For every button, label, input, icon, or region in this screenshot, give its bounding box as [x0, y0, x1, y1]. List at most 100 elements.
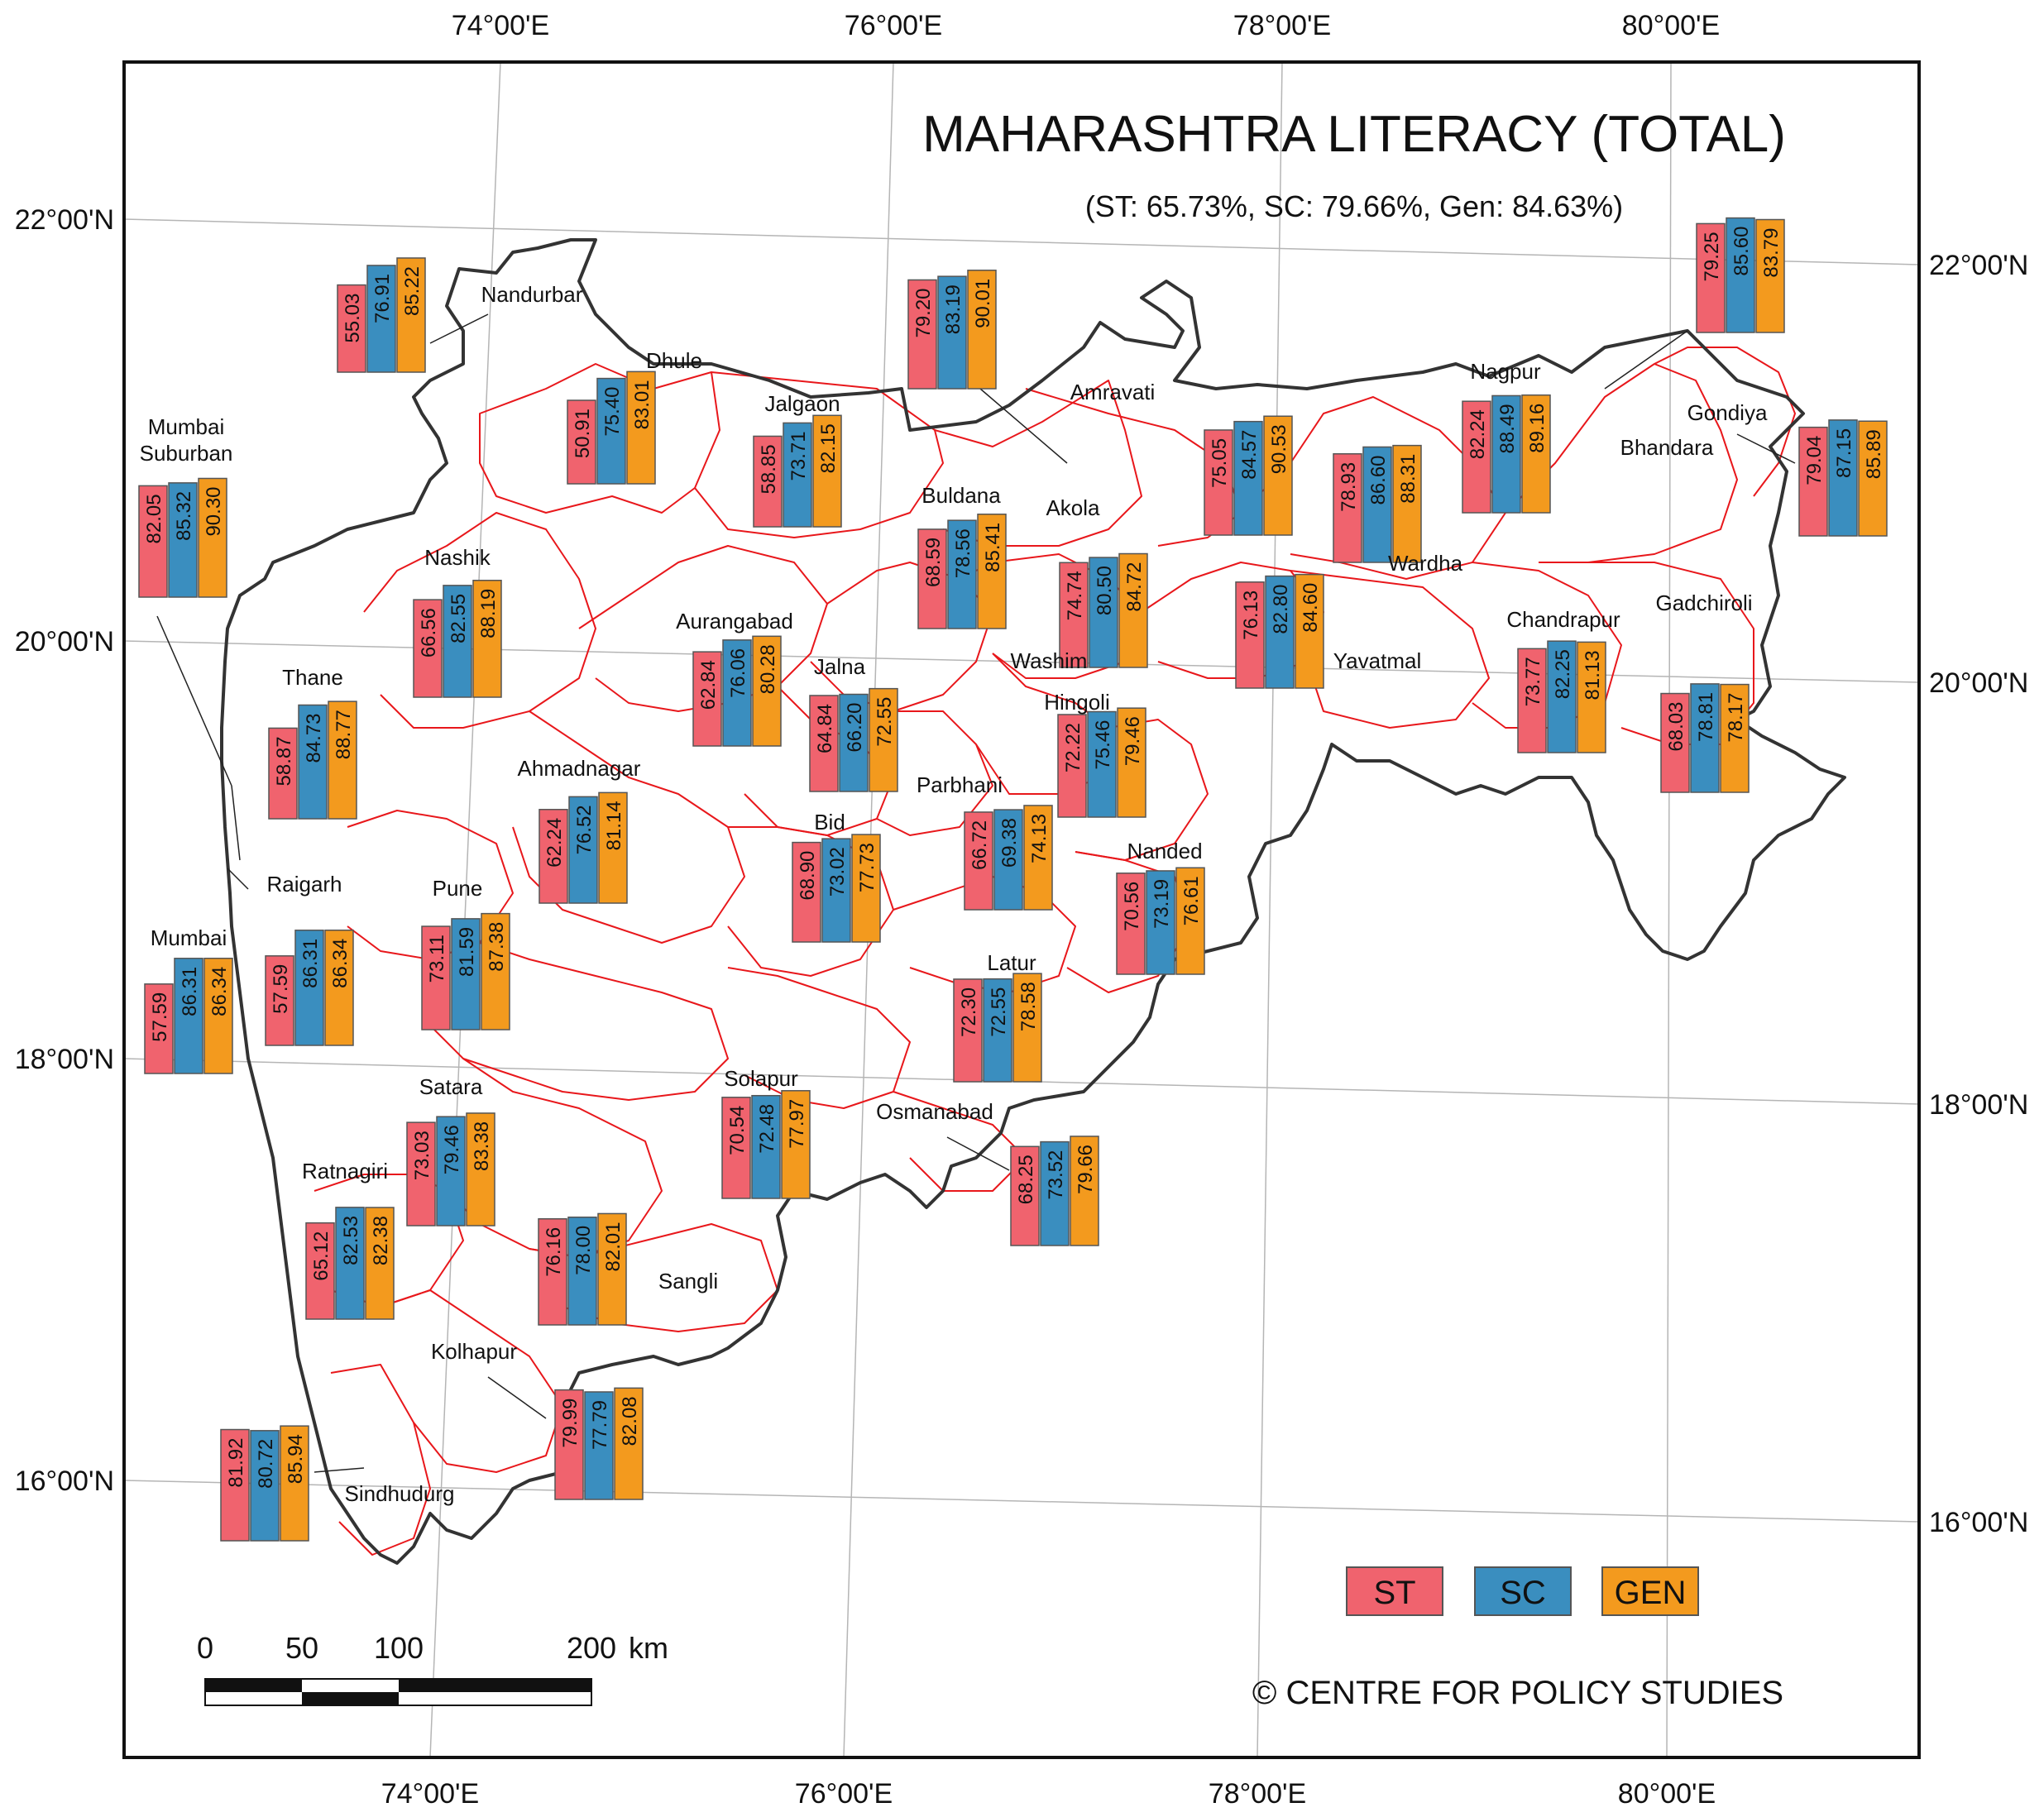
bar-value-mumbai-st: 57.59	[149, 992, 171, 1042]
bottom-lon-label-78: 78°00'E	[1209, 1778, 1306, 1810]
map-subtitle: (ST: 65.73%, SC: 79.66%, Gen: 84.63%)	[1085, 189, 1623, 223]
bar-value-akola-st: 75.05	[1209, 438, 1231, 488]
bar-value-nagpur-st: 82.24	[1467, 409, 1489, 459]
bar-satara-sc	[436, 1116, 466, 1226]
bar-value-bhandara-gen: 83.79	[1760, 228, 1783, 278]
bar-value-nandurbar-sc: 76.91	[371, 274, 394, 323]
bar-value-gadchiroli-st: 68.03	[1665, 702, 1687, 752]
bottom-lon-label-74: 74°00'E	[381, 1778, 479, 1810]
district-label-gondiya: Gondiya	[1687, 400, 1768, 425]
bar-value-osmanabad-st: 68.25	[1015, 1155, 1037, 1204]
bar-value-latur-sc: 72.55	[988, 987, 1010, 1037]
left-lat-label-20: 20°00'N	[15, 626, 114, 657]
bar-jalna-sc	[839, 693, 869, 792]
bar-value-bid-sc: 73.02	[826, 847, 849, 897]
left-lat-label-22: 22°00'N	[15, 204, 114, 236]
bar-bhandara-gen	[1755, 218, 1785, 333]
bar-thane-sc	[298, 704, 328, 820]
bar-dhule-st	[567, 399, 596, 485]
district-label-washim: Washim	[1011, 648, 1088, 673]
bar-buldana-gen	[977, 514, 1007, 629]
parallel-22	[123, 218, 1920, 265]
right-lat-label-22: 22°00'N	[1929, 250, 2028, 281]
map-frame	[122, 60, 1921, 1759]
bar-ahmadnagar-gen	[598, 791, 628, 904]
bar-value-thane-sc: 84.73	[303, 713, 325, 763]
top-lon-label-78: 78°00'E	[1233, 10, 1331, 41]
bar-value-chandrapur-st: 73.77	[1522, 657, 1544, 706]
bar-value-sangli-sc: 78.00	[572, 1226, 595, 1275]
bar-kolhapur-gen	[614, 1387, 644, 1500]
bar-value-solapur-sc: 72.48	[756, 1104, 778, 1154]
district-label-solapur: Solapur	[724, 1066, 798, 1091]
bar-value-gadchiroli-gen: 78.17	[1725, 693, 1747, 743]
bar-solapur-st	[721, 1097, 751, 1199]
bar-value-nandurbar-gen: 85.22	[401, 266, 424, 316]
legend-gen-label: GEN	[1615, 1575, 1687, 1611]
bar-value-gondiya-gen: 85.89	[1863, 429, 1885, 479]
bar-value-akola-sc: 84.57	[1238, 430, 1261, 480]
bar-bid-sc	[821, 838, 851, 943]
legend-st-swatch	[1346, 1566, 1443, 1616]
bar-value-jalna-st: 64.84	[814, 704, 836, 753]
bar-ratnagiri-gen	[365, 1207, 395, 1320]
credit: © CENTRE FOR POLICY STUDIES	[1252, 1675, 1783, 1711]
bar-value-sindhudurg-st: 81.92	[225, 1438, 247, 1488]
bar-gondiya-sc	[1828, 419, 1858, 537]
district-label-osmanabad: Osmanabad	[876, 1099, 993, 1124]
legend-sc-label: SC	[1500, 1575, 1546, 1611]
bar-value-aurangabad-st: 62.84	[697, 660, 720, 710]
bar-satara-st	[406, 1121, 436, 1226]
left-lat-label-16: 16°00'N	[15, 1466, 114, 1497]
bar-value-nanded-sc: 73.19	[1151, 879, 1173, 929]
bar-dhule-sc	[596, 377, 626, 485]
bar-value-ahmadnagar-st: 62.24	[543, 818, 566, 868]
district-label-jalgaon: Jalgaon	[764, 391, 840, 416]
bar-value-gondiya-sc: 87.15	[1833, 428, 1855, 478]
district-label-buldana: Buldana	[921, 483, 1001, 508]
bar-sindhudurg-st	[220, 1428, 250, 1542]
bar-buldana-sc	[947, 519, 977, 629]
district-label-sangli: Sangli	[658, 1269, 718, 1293]
bar-value-ratnagiri-sc: 82.53	[340, 1216, 362, 1265]
bar-nashik-gen	[472, 580, 502, 698]
bar-value-kolhapur-gen: 82.08	[619, 1396, 641, 1446]
bar-value-parbhani-gen: 74.13	[1028, 814, 1051, 863]
bar-wardha-st	[1333, 453, 1362, 563]
bar-nagpur-st	[1462, 400, 1491, 514]
bar-value-satara-st: 73.03	[411, 1131, 433, 1180]
meridian-78	[1257, 61, 1283, 1758]
bar-value-hingoli-st: 72.22	[1062, 723, 1084, 772]
bar-value-nashik-gen: 88.19	[477, 589, 500, 638]
left-lat-label-18: 18°00'N	[15, 1044, 114, 1075]
bar-value-mumbai-suburban-st: 82.05	[143, 494, 165, 543]
bar-value-solapur-gen: 77.97	[786, 1099, 808, 1149]
bar-value-sindhudurg-sc: 80.72	[255, 1439, 277, 1489]
right-lat-label-16: 16°00'N	[1929, 1507, 2028, 1538]
bar-yavatmal-gen	[1295, 573, 1324, 689]
bar-value-amravati-st: 79.20	[912, 288, 935, 337]
bar-value-kolhapur-st: 79.99	[559, 1399, 582, 1448]
bar-value-chandrapur-gen: 81.13	[1582, 650, 1604, 700]
bar-value-jalna-gen: 72.55	[874, 697, 896, 747]
bar-yavatmal-st	[1235, 581, 1265, 689]
bar-latur-sc	[983, 978, 1012, 1083]
bar-amravati-st	[907, 279, 937, 390]
bar-mumbai-suburban-gen	[198, 477, 227, 598]
bar-chandrapur-sc	[1547, 640, 1577, 753]
bar-value-washim-st: 74.74	[1064, 571, 1086, 620]
bar-raigarh-st	[265, 955, 294, 1046]
district-label-nagpur: Nagpur	[1470, 359, 1541, 384]
bar-value-bid-st: 68.90	[797, 851, 819, 901]
district-label-raigarh: Raigarh	[266, 872, 342, 897]
bar-bid-gen	[851, 834, 881, 943]
district-label-sindhudurg: Sindhudurg	[345, 1481, 455, 1506]
bar-mumbai-sc	[174, 958, 203, 1074]
bar-value-buldana-sc: 78.56	[952, 528, 974, 578]
legend-gen-swatch	[1601, 1566, 1699, 1616]
bar-dhule-gen	[626, 371, 656, 485]
bar-raigarh-gen	[324, 930, 354, 1046]
bar-yavatmal-sc	[1265, 575, 1295, 689]
bar-value-ratnagiri-gen: 82.38	[370, 1216, 392, 1265]
bar-value-bhandara-st: 79.25	[1701, 232, 1723, 281]
